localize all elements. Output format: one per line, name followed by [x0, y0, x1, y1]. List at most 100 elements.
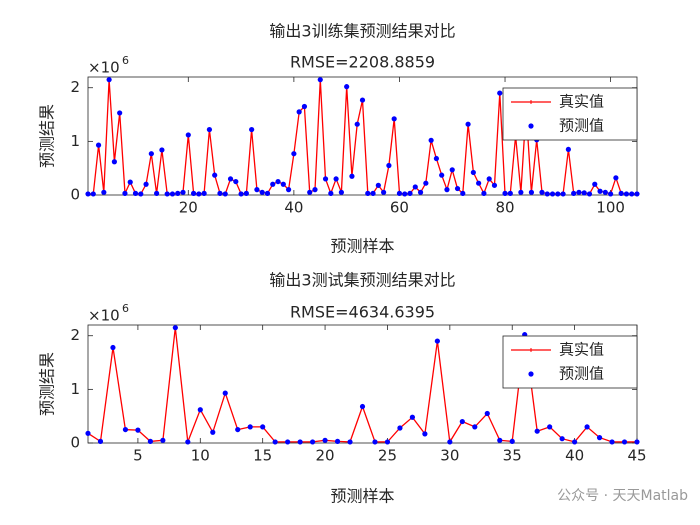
dot-marker — [85, 430, 91, 436]
dot-marker — [285, 439, 291, 445]
dot-marker — [571, 190, 577, 196]
dot-marker — [275, 178, 281, 185]
dot-marker — [618, 190, 624, 196]
y-axis-label: 预测结果 — [38, 352, 57, 416]
dot-marker — [334, 438, 341, 444]
dot-marker — [117, 110, 123, 116]
dot-marker — [559, 436, 565, 442]
x-tick-label: 25 — [378, 447, 397, 465]
dot-marker — [196, 191, 202, 197]
dot-marker — [621, 439, 628, 445]
dot-marker — [608, 191, 614, 197]
y-tick-label: 1 — [70, 132, 80, 150]
dot-marker — [180, 189, 186, 195]
dot-marker — [634, 191, 640, 197]
legend-label: 预测值 — [559, 117, 604, 135]
dot-marker — [143, 181, 149, 187]
x-tick-label: 40 — [284, 199, 303, 217]
dot-marker — [185, 439, 191, 445]
y-exponent-power: 6 — [122, 54, 129, 67]
dot-marker — [560, 191, 566, 197]
dot-marker — [447, 439, 453, 445]
dot-marker — [260, 424, 266, 430]
dot-marker — [565, 146, 571, 153]
dot-marker — [312, 187, 318, 193]
x-tick-label: 80 — [495, 199, 514, 217]
y-tick-label: 2 — [70, 78, 80, 96]
legend-marker — [529, 348, 533, 352]
dot-marker — [370, 190, 376, 196]
dot-marker — [381, 189, 387, 195]
dot-marker — [359, 403, 366, 410]
watermark: 公众号 · 天天Matlab — [557, 488, 688, 504]
x-tick-label: 100 — [596, 199, 625, 217]
dot-marker — [111, 159, 117, 165]
dot-marker — [317, 77, 323, 83]
dot-marker — [613, 175, 619, 181]
dot-marker — [549, 191, 556, 197]
dot-marker — [592, 181, 598, 187]
y-tick-label: 1 — [70, 380, 80, 398]
dot-marker — [470, 169, 476, 176]
x-tick-label: 45 — [627, 447, 646, 465]
dot-marker — [481, 190, 487, 196]
y-tick-label: 0 — [70, 434, 80, 452]
chart-subtitle: RMSE=4634.6395 — [290, 303, 435, 322]
legend-label: 预测值 — [559, 365, 604, 383]
x-tick-label: 5 — [133, 447, 143, 465]
legend-marker — [528, 123, 534, 129]
y-tick-label: 0 — [70, 186, 80, 204]
dot-marker — [454, 185, 461, 192]
dot-marker — [185, 132, 191, 138]
legend-box — [502, 335, 638, 389]
dot-marker — [338, 189, 344, 195]
x-tick-label: 20 — [179, 199, 198, 217]
dot-marker — [285, 187, 292, 193]
y-exponent-power: 6 — [122, 302, 129, 315]
dot-marker — [280, 181, 286, 187]
dot-marker — [264, 190, 271, 196]
y-exponent-base: ×10 — [88, 59, 120, 77]
dot-marker — [296, 109, 302, 115]
dot-marker — [547, 424, 553, 430]
dot-marker — [584, 424, 590, 430]
dot-marker — [172, 325, 178, 331]
dot-marker — [502, 190, 508, 196]
dot-marker — [222, 390, 228, 396]
dot-marker — [322, 437, 328, 443]
dot-marker — [270, 181, 276, 187]
dot-marker — [544, 191, 550, 197]
x-axis-label: 预测样本 — [330, 237, 394, 256]
dot-marker — [412, 184, 418, 190]
x-tick-label: 20 — [316, 447, 335, 465]
dot-marker — [309, 439, 316, 445]
x-tick-label: 60 — [390, 199, 409, 217]
dot-marker — [259, 189, 265, 195]
y-axis-label: 预测结果 — [38, 104, 57, 168]
dot-marker — [201, 190, 207, 196]
dot-marker — [507, 190, 513, 196]
dot-marker — [465, 121, 471, 127]
dot-marker — [159, 147, 165, 153]
dot-marker — [391, 116, 397, 122]
dot-marker — [423, 180, 429, 186]
dot-marker — [497, 90, 503, 96]
dot-marker — [164, 191, 170, 197]
dot-marker — [344, 84, 350, 90]
dot-marker — [354, 121, 360, 127]
chart-subtitle: RMSE=2208.8859 — [290, 53, 435, 72]
x-tick-label: 30 — [440, 447, 459, 465]
dot-marker — [459, 418, 465, 425]
legend-box — [502, 87, 638, 141]
x-tick-label: 40 — [565, 447, 584, 465]
dot-marker — [249, 126, 255, 133]
dot-marker — [596, 435, 603, 441]
dot-marker — [349, 173, 355, 179]
dot-marker — [402, 191, 408, 197]
dot-marker — [138, 191, 144, 197]
dot-marker — [210, 429, 216, 435]
dot-marker — [528, 189, 535, 195]
dot-marker — [491, 182, 498, 188]
dot-marker — [254, 187, 260, 193]
legend-marker — [528, 371, 534, 377]
